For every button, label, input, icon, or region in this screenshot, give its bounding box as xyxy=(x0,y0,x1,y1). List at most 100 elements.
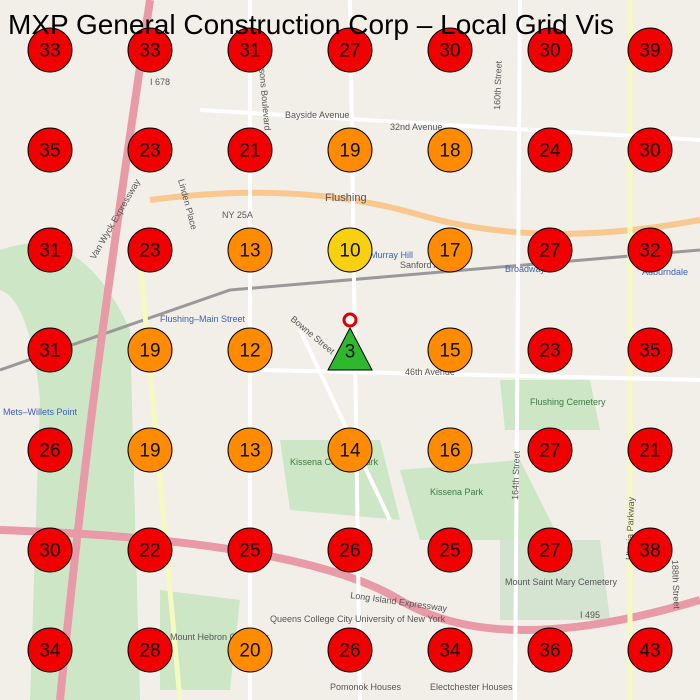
grid-value: 23 xyxy=(139,141,160,162)
grid-circle xyxy=(27,527,73,573)
map-label: Mount Saint Mary Cemetery xyxy=(505,577,618,587)
grid-value: 27 xyxy=(539,541,560,562)
grid-circle xyxy=(627,527,673,573)
grid-value: 30 xyxy=(639,141,660,162)
grid-cell: 25 xyxy=(427,527,473,573)
grid-cell: 35 xyxy=(27,127,73,173)
grid-circle xyxy=(227,127,273,173)
grid-cell: 22 xyxy=(127,527,173,573)
grid-circle xyxy=(327,527,373,573)
grid-cell: 34 xyxy=(27,627,73,673)
grid-circle xyxy=(227,227,273,273)
grid-cell: 18 xyxy=(427,127,473,173)
map-label: Mount Hebron Cemetery xyxy=(170,632,269,642)
map-label: 46th Avenue xyxy=(405,367,455,377)
map-label: Kissena Park xyxy=(430,487,484,497)
grid-cell: 38 xyxy=(627,527,673,573)
map-title: MXP General Construction Corp – Local Gr… xyxy=(8,9,614,40)
grid-cell: 35 xyxy=(627,327,673,373)
map-label: Broadway xyxy=(505,264,546,274)
grid-value: 15 xyxy=(439,341,460,362)
grid-circle xyxy=(627,627,673,673)
grid-circle xyxy=(527,327,573,373)
location-pin xyxy=(342,312,358,328)
grid-value: 31 xyxy=(39,341,60,362)
grid-cell: 23 xyxy=(127,127,173,173)
grid-circle xyxy=(127,427,173,473)
grid-cell: 34 xyxy=(427,627,473,673)
grid-value: 33 xyxy=(139,41,160,62)
grid-circle xyxy=(27,27,73,73)
grid-cell: 30 xyxy=(27,527,73,573)
grid-cell: 27 xyxy=(527,527,573,573)
grid-value: 21 xyxy=(239,141,260,162)
map-label: I 495 xyxy=(580,610,600,620)
grid-value: 43 xyxy=(639,641,660,662)
grid-circle xyxy=(427,27,473,73)
grid-circle xyxy=(527,27,573,73)
grid-circle xyxy=(627,227,673,273)
map-label: Auburndale xyxy=(642,267,688,277)
map-label: I 678 xyxy=(150,77,170,87)
map-label: Flushing Cemetery xyxy=(530,397,606,407)
grid-cell: 28 xyxy=(127,627,173,673)
grid-circle xyxy=(127,627,173,673)
grid-circle xyxy=(527,127,573,173)
grid-circle xyxy=(527,227,573,273)
grid-cell: 27 xyxy=(327,27,373,73)
grid-cell: 27 xyxy=(527,227,573,273)
grid-value: 35 xyxy=(639,341,660,362)
grid-cell: 24 xyxy=(527,127,573,173)
grid-value: 38 xyxy=(639,541,660,562)
grid-value: 22 xyxy=(139,541,160,562)
grid-value: 19 xyxy=(339,141,360,162)
grid-circle xyxy=(427,527,473,573)
grid-value: 31 xyxy=(239,41,260,62)
grid-cell: 10 xyxy=(327,227,373,273)
grid-value: 13 xyxy=(239,441,260,462)
grid-circle xyxy=(27,127,73,173)
grid-value: 39 xyxy=(639,41,660,62)
grid-circle xyxy=(627,27,673,73)
grid-cell: 16 xyxy=(427,427,473,473)
grid-cell: 14 xyxy=(327,427,373,473)
grid-value: 30 xyxy=(39,541,60,562)
grid-cell: 31 xyxy=(27,227,73,273)
grid-value: 33 xyxy=(39,41,60,62)
grid-value: 27 xyxy=(339,41,360,62)
grid-circle xyxy=(527,427,573,473)
grid-cell: 26 xyxy=(327,527,373,573)
grid-cell: 12 xyxy=(227,327,273,373)
grid-circle xyxy=(527,627,573,673)
grid-value: 31 xyxy=(39,241,60,262)
grid-circle xyxy=(327,227,373,273)
grid-value: 34 xyxy=(39,641,61,662)
grid-cell: 23 xyxy=(527,327,573,373)
grid-cell: 30 xyxy=(427,27,473,73)
grid-circle xyxy=(327,27,373,73)
grid-value: 18 xyxy=(439,141,460,162)
grid-circle xyxy=(427,127,473,173)
grid-value: 32 xyxy=(639,241,660,262)
grid-cell: 27 xyxy=(527,427,573,473)
center-marker: 3 xyxy=(327,312,373,371)
grid-value: 10 xyxy=(339,241,360,262)
grid-circle xyxy=(227,627,273,673)
grid-circle xyxy=(127,227,173,273)
grid-circle xyxy=(327,627,373,673)
grid-value: 23 xyxy=(539,341,560,362)
grid-circle xyxy=(227,527,273,573)
grid-value: 26 xyxy=(39,441,60,462)
grid-value: 25 xyxy=(439,541,460,562)
grid-circle xyxy=(627,427,673,473)
grid-cell: 30 xyxy=(527,27,573,73)
grid-cell: 13 xyxy=(227,227,273,273)
grid-cell: 26 xyxy=(27,427,73,473)
map-label: 164th Street xyxy=(510,450,522,500)
grid-circle xyxy=(27,627,73,673)
grid-circle xyxy=(27,227,73,273)
grid-cell: 26 xyxy=(327,627,373,673)
grid-cell: 19 xyxy=(127,427,173,473)
grid-value: 27 xyxy=(539,441,560,462)
grid-circle xyxy=(327,127,373,173)
